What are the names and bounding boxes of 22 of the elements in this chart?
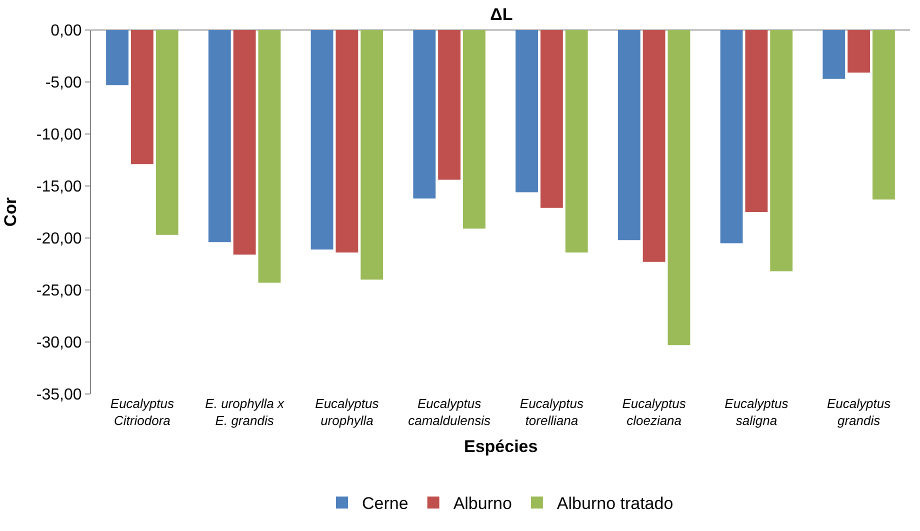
y-tick-label: -25,00: [36, 282, 82, 300]
x-tick-label: Eucalyptus torelliana: [520, 396, 584, 428]
y-axis-title: Cor: [0, 196, 20, 227]
legend-label: Alburno tratado: [556, 494, 674, 514]
chart-title: ΔL: [490, 4, 513, 24]
x-tick-label: Eucalyptus Citriodora: [110, 396, 174, 428]
y-tick-label: -35,00: [36, 386, 82, 404]
x-tick-label: Eucalyptus urophylla: [315, 396, 380, 428]
legend-label: Cerne: [362, 494, 408, 514]
y-tick-label: -10,00: [36, 126, 82, 144]
y-tick-label: -20,00: [36, 230, 82, 248]
x-axis-title: Espécies: [464, 437, 538, 456]
y-tick-label: -5,00: [45, 74, 82, 92]
y-tick-label: -15,00: [36, 178, 82, 196]
x-tick-label: Eucalyptus cloeziana: [622, 396, 686, 428]
y-tick-label: -30,00: [36, 334, 82, 352]
x-tick-label: Eucalyptus saligna: [724, 396, 789, 428]
x-tick-label: E. urophylla x E. grandis: [205, 396, 284, 428]
x-tick-label: Eucalyptus grandis: [827, 396, 892, 428]
x-tick-label: Eucalyptus camaldulensis: [408, 396, 491, 428]
legend-label: Alburno: [453, 494, 512, 514]
y-tick-label: 0,00: [50, 22, 82, 40]
